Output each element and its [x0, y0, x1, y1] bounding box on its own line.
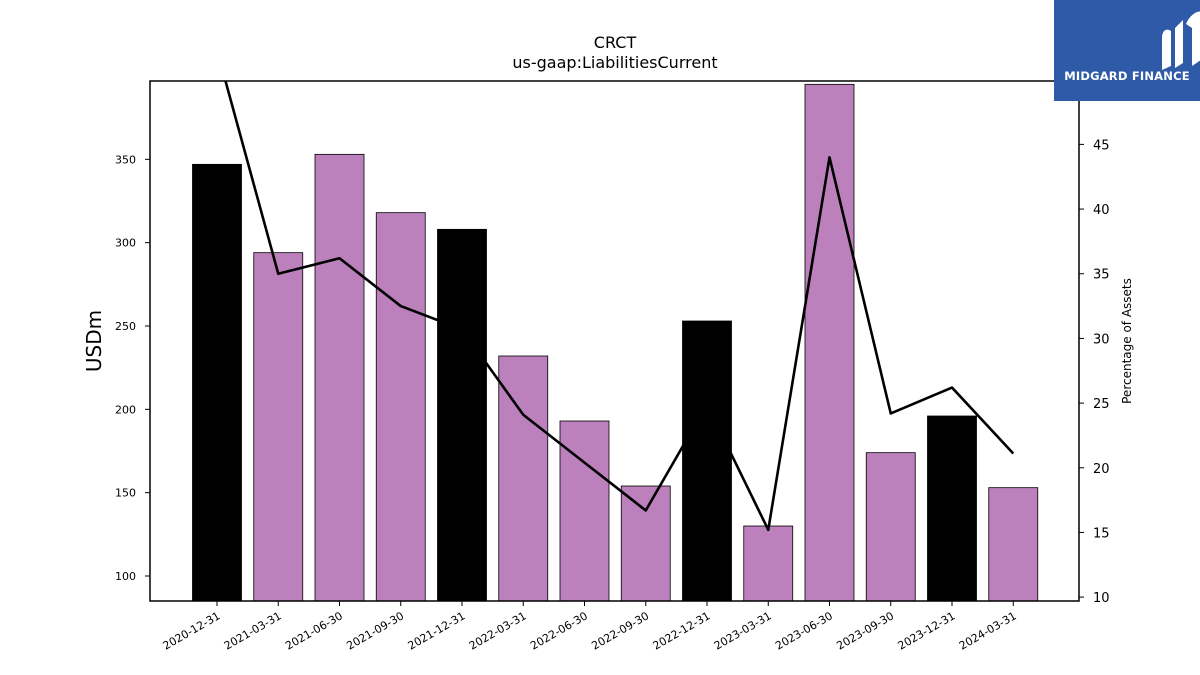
y2-tick-label: 15 [1093, 526, 1110, 541]
x-tick-label: 2020-12-31 [161, 609, 223, 652]
y-tick-label: 150 [115, 487, 136, 500]
bar [498, 355, 549, 602]
y-axis-label: USDm [82, 310, 106, 372]
bar [988, 487, 1039, 602]
y2-tick-label: 30 [1093, 332, 1110, 347]
x-tick-label: 2022-12-31 [651, 609, 713, 652]
plot-frame [149, 80, 1080, 602]
y2-tick-label: 35 [1093, 268, 1110, 283]
y-tick-label: 200 [115, 403, 136, 416]
bar [743, 525, 794, 602]
bar [682, 320, 732, 602]
bar [927, 415, 977, 602]
y2-axis-label: Percentage of Assets [1120, 278, 1134, 404]
x-tick-label: 2022-03-31 [467, 609, 529, 652]
y-axis: 100 150 200 250 300 350 [115, 153, 150, 583]
y2-tick-label: 45 [1093, 138, 1110, 153]
x-tick-label: 2023-06-30 [773, 609, 835, 652]
bar [804, 83, 855, 602]
logo-mark-icon [1162, 11, 1200, 70]
y2-tick-label: 25 [1093, 397, 1110, 412]
y-tick-label: 250 [115, 320, 136, 333]
chart-title: CRCT [594, 33, 637, 52]
x-tick-label: 2021-12-31 [406, 609, 468, 652]
bar-series [192, 83, 1039, 602]
chart-subtitle: us-gaap:LiabilitiesCurrent [512, 53, 717, 72]
y-tick-label: 100 [115, 570, 136, 583]
bar [314, 153, 365, 602]
bar [192, 163, 242, 602]
x-tick-label: 2022-09-30 [589, 609, 651, 652]
y2-tick-label: 10 [1093, 591, 1110, 606]
bar [375, 212, 426, 602]
y2-tick-label: 40 [1093, 203, 1110, 218]
line-series [224, 81, 1015, 532]
x-axis: 2020-12-31 2021-03-31 2021-06-30 2021-09-30… [161, 601, 1019, 653]
x-tick-label: 2023-03-31 [712, 609, 774, 652]
logo-text: MIDGARD FINANCE [1064, 69, 1190, 83]
x-tick-label: 2021-06-30 [283, 609, 345, 652]
y2-tick-label: 20 [1093, 462, 1110, 477]
y-tick-label: 350 [115, 153, 136, 166]
brand-logo: MIDGARD FINANCE [1054, 0, 1200, 101]
x-tick-label: 2024-03-31 [957, 609, 1019, 652]
y2-axis: 10 15 20 25 30 35 40 45 [1079, 138, 1110, 606]
bar [437, 228, 487, 602]
x-tick-label: 2023-09-30 [834, 609, 896, 652]
bar [253, 252, 304, 602]
bar [620, 485, 671, 602]
y-tick-label: 300 [115, 237, 136, 250]
line-path [224, 81, 1015, 532]
x-tick-label: 2023-12-31 [896, 609, 958, 652]
bar [865, 452, 916, 602]
x-tick-label: 2022-06-30 [528, 609, 590, 652]
x-tick-label: 2021-09-30 [344, 609, 406, 652]
x-tick-label: 2021-03-31 [222, 609, 284, 652]
